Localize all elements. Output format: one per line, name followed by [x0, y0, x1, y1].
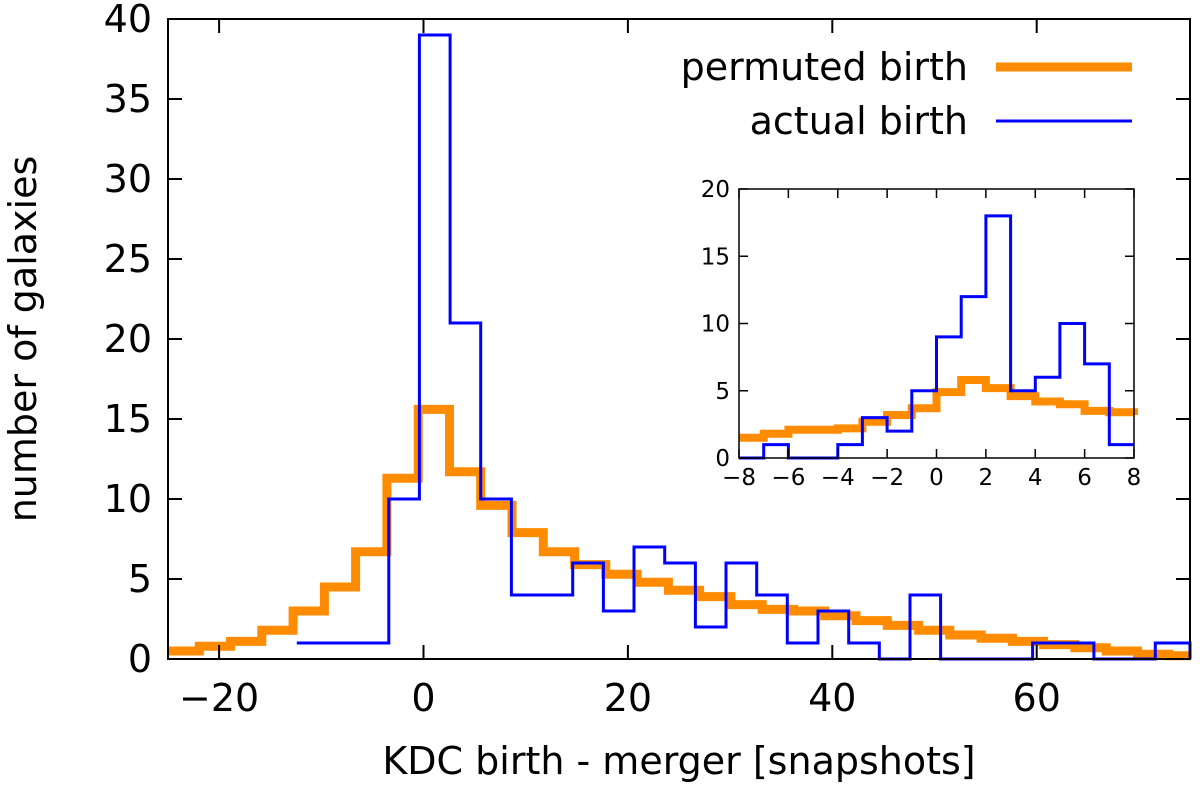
legend-label-actual: actual birth — [750, 99, 968, 143]
main-y-tick-label: 20 — [104, 317, 152, 361]
inset-x-tick-label: 6 — [1077, 465, 1092, 491]
inset-x-tick-label: −6 — [771, 465, 805, 491]
inset-x-tick-label: 2 — [979, 465, 994, 491]
main-y-tick-label: 10 — [104, 477, 152, 521]
legend: permuted birth actual birth — [681, 45, 1132, 143]
inset-y-tick-label: 10 — [701, 312, 730, 338]
inset-y-tick-label: 5 — [715, 379, 730, 405]
inset-y-tick-label: 15 — [701, 244, 730, 270]
inset-x-tick-label: 4 — [1028, 465, 1043, 491]
main-y-tick-label: 30 — [104, 157, 152, 201]
inset-x-tick-label: −4 — [821, 465, 855, 491]
inset-y-tick-label: 0 — [715, 446, 730, 472]
inset-series-permuted — [739, 376, 1138, 442]
inset-ticks-layer: −8 −6 −4 −2 0 2 4 6 8 0 5 10 15 20 — [701, 177, 1142, 491]
main-y-tick-label: 15 — [104, 397, 152, 441]
main-series-permuted — [168, 404, 1190, 661]
main-y-tick-label: 0 — [128, 637, 152, 681]
x-axis-label: KDC birth - merger [snapshots] — [382, 739, 975, 783]
main-x-tick-label: 20 — [604, 676, 652, 720]
inset-y-tick-label: 20 — [701, 177, 730, 203]
main-x-tick-label: −20 — [179, 676, 259, 720]
inset-x-tick-label: 0 — [929, 465, 944, 491]
main-series-layer — [168, 33, 1192, 661]
legend-label-permuted: permuted birth — [681, 45, 968, 89]
main-y-tick-label: 5 — [128, 557, 152, 601]
main-series-actual — [296, 33, 1192, 661]
main-y-tick-label: 40 — [104, 0, 152, 41]
inset-x-tick-label: 8 — [1127, 465, 1142, 491]
inset-x-tick-label: −8 — [722, 465, 756, 491]
main-y-tick-label: 35 — [104, 77, 152, 121]
main-x-tick-label: 0 — [411, 676, 435, 720]
y-axis-label: number of galaxies — [1, 156, 45, 523]
main-x-tick-label: 60 — [1013, 676, 1061, 720]
inset-x-tick-label: −2 — [870, 465, 904, 491]
main-y-tick-label: 25 — [104, 237, 152, 281]
main-x-tick-label: 40 — [808, 676, 856, 720]
